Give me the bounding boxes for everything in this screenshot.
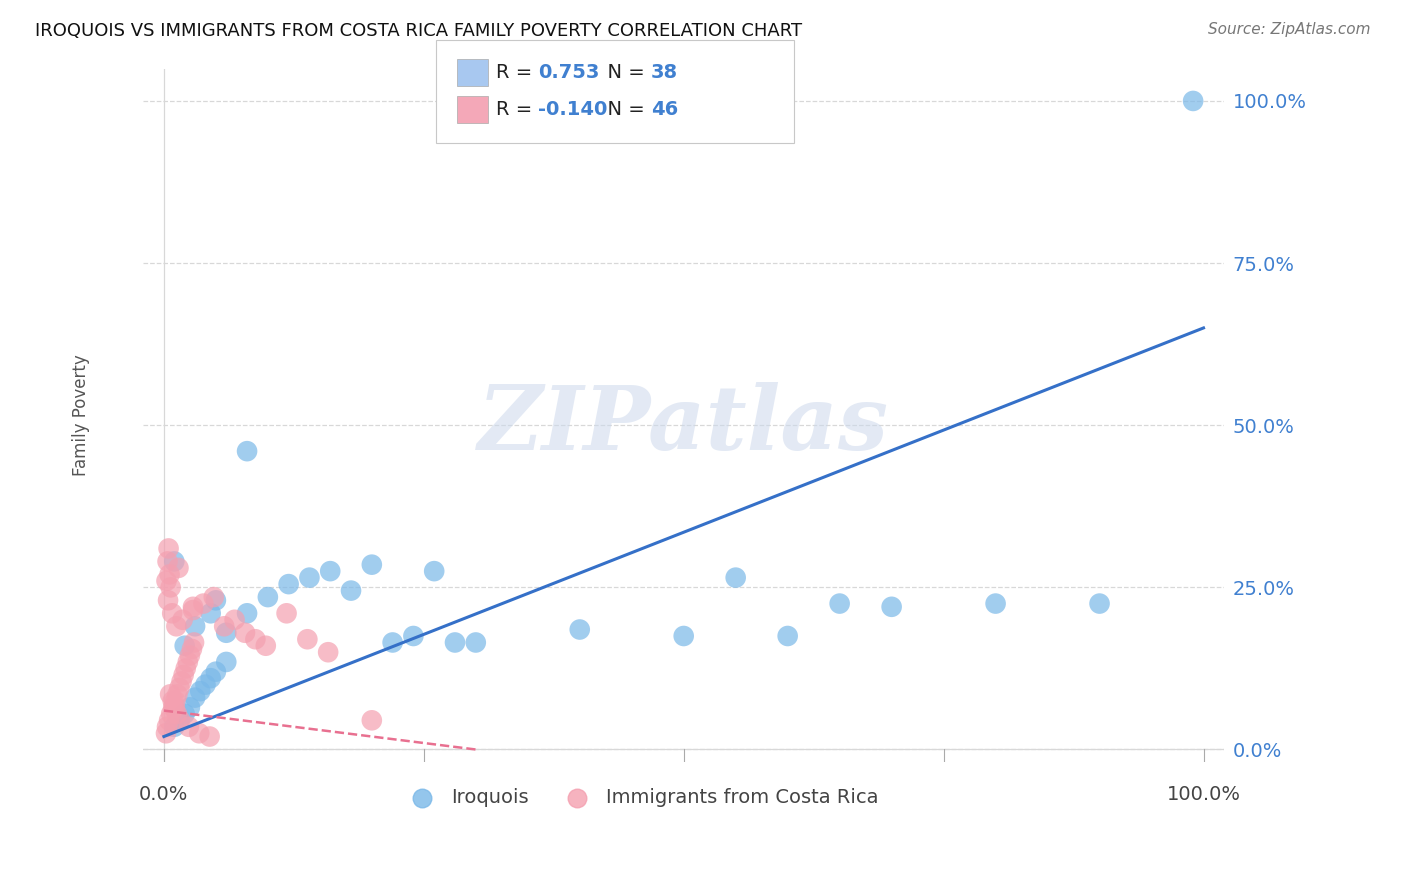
Point bbox=[177, 720, 200, 734]
Point bbox=[179, 700, 201, 714]
Text: ZIPatlas: ZIPatlas bbox=[478, 382, 889, 468]
Point bbox=[157, 593, 180, 607]
Point bbox=[159, 567, 181, 582]
Point bbox=[156, 554, 179, 568]
Text: Source: ZipAtlas.com: Source: ZipAtlas.com bbox=[1208, 22, 1371, 37]
Text: 100.0%: 100.0% bbox=[1167, 785, 1240, 805]
Point bbox=[984, 597, 1007, 611]
Point bbox=[169, 681, 191, 695]
Point bbox=[167, 561, 190, 575]
Text: R =: R = bbox=[496, 63, 538, 82]
Point bbox=[776, 629, 799, 643]
Point bbox=[155, 726, 177, 740]
Text: 38: 38 bbox=[651, 63, 678, 82]
Point bbox=[298, 571, 321, 585]
Point bbox=[672, 629, 695, 643]
Point bbox=[724, 571, 747, 585]
Text: 0.753: 0.753 bbox=[538, 63, 600, 82]
Point bbox=[184, 690, 207, 705]
Point bbox=[162, 700, 184, 714]
Point bbox=[381, 635, 404, 649]
Point bbox=[236, 607, 259, 621]
Point bbox=[233, 625, 256, 640]
Text: Family Poverty: Family Poverty bbox=[72, 355, 90, 476]
Point bbox=[340, 583, 363, 598]
Point bbox=[166, 687, 188, 701]
Point bbox=[200, 607, 222, 621]
Point bbox=[165, 619, 187, 633]
Point bbox=[173, 639, 195, 653]
Point bbox=[257, 590, 280, 604]
Point bbox=[316, 645, 339, 659]
Legend: Iroquois, Immigrants from Costa Rica: Iroquois, Immigrants from Costa Rica bbox=[395, 780, 887, 815]
Point bbox=[157, 714, 180, 728]
Point bbox=[224, 613, 246, 627]
Point bbox=[172, 613, 194, 627]
Point bbox=[173, 668, 195, 682]
Point bbox=[157, 541, 180, 556]
Point bbox=[236, 444, 259, 458]
Point bbox=[174, 661, 197, 675]
Text: N =: N = bbox=[595, 100, 651, 119]
Point bbox=[1182, 94, 1205, 108]
Point bbox=[200, 671, 222, 685]
Point bbox=[188, 684, 211, 698]
Point bbox=[193, 597, 215, 611]
Point bbox=[319, 564, 342, 578]
Point bbox=[163, 720, 186, 734]
Text: R =: R = bbox=[496, 100, 538, 119]
Point bbox=[181, 603, 204, 617]
Point bbox=[162, 694, 184, 708]
Point bbox=[165, 694, 187, 708]
Point bbox=[202, 590, 225, 604]
Point bbox=[169, 714, 191, 728]
Point bbox=[215, 655, 238, 669]
Point bbox=[276, 607, 298, 621]
Point bbox=[828, 597, 851, 611]
Point bbox=[155, 574, 177, 588]
Point bbox=[156, 720, 179, 734]
Text: N =: N = bbox=[595, 63, 651, 82]
Point bbox=[212, 619, 235, 633]
Point bbox=[205, 593, 228, 607]
Point bbox=[254, 639, 277, 653]
Point bbox=[1088, 597, 1111, 611]
Point bbox=[183, 635, 205, 649]
Point bbox=[360, 714, 382, 728]
Point bbox=[159, 580, 181, 594]
Point bbox=[181, 599, 204, 614]
Point bbox=[423, 564, 446, 578]
Point bbox=[169, 714, 191, 728]
Point bbox=[297, 632, 319, 647]
Point bbox=[181, 642, 204, 657]
Text: IROQUOIS VS IMMIGRANTS FROM COSTA RICA FAMILY POVERTY CORRELATION CHART: IROQUOIS VS IMMIGRANTS FROM COSTA RICA F… bbox=[35, 22, 803, 40]
Point bbox=[163, 554, 186, 568]
Point bbox=[568, 623, 591, 637]
Point bbox=[173, 706, 195, 721]
Point bbox=[160, 607, 183, 621]
Point bbox=[194, 678, 217, 692]
Point bbox=[170, 674, 193, 689]
Point bbox=[179, 648, 201, 663]
Point bbox=[188, 726, 211, 740]
Point bbox=[464, 635, 486, 649]
Point bbox=[184, 619, 207, 633]
Text: 0.0%: 0.0% bbox=[139, 785, 188, 805]
Point bbox=[163, 700, 186, 714]
Point bbox=[205, 665, 228, 679]
Point bbox=[360, 558, 382, 572]
Point bbox=[166, 706, 188, 721]
Text: -0.140: -0.140 bbox=[538, 100, 607, 119]
Point bbox=[198, 730, 221, 744]
Point bbox=[159, 687, 181, 701]
Point bbox=[444, 635, 467, 649]
Point bbox=[277, 577, 299, 591]
Point bbox=[402, 629, 425, 643]
Text: 46: 46 bbox=[651, 100, 678, 119]
Point bbox=[245, 632, 267, 647]
Point bbox=[160, 706, 183, 721]
Point bbox=[177, 655, 200, 669]
Point bbox=[880, 599, 903, 614]
Point bbox=[215, 625, 238, 640]
